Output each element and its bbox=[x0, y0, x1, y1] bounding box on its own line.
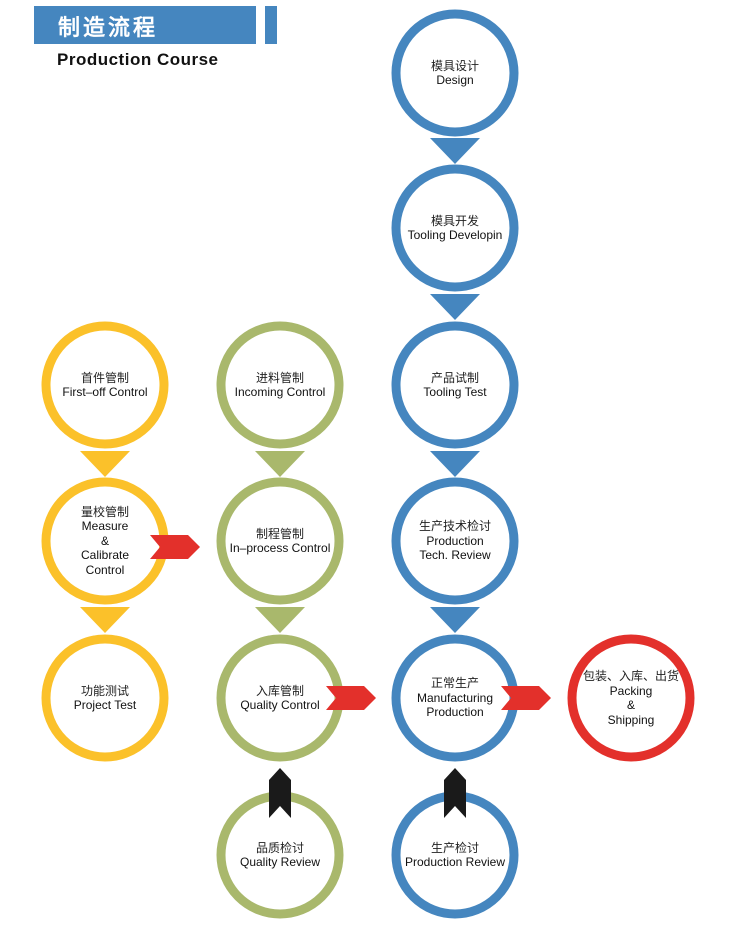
node-circle-production-tech-review bbox=[391, 477, 519, 605]
down-arrow-icon bbox=[430, 607, 480, 633]
node-label-en: Production bbox=[426, 533, 484, 548]
node-label-cn: 模具开发 bbox=[430, 213, 479, 228]
node-label-en: & bbox=[626, 698, 635, 712]
node-label-cn: 首件管制 bbox=[80, 370, 129, 385]
down-arrow-icon bbox=[430, 138, 480, 164]
node-circle-design bbox=[391, 9, 519, 137]
node-measure-calibrate: 量校管制 Measure & Calibrate Control bbox=[43, 505, 167, 578]
node-tooling-develop: 模具开发 Tooling Developin bbox=[393, 214, 517, 243]
node-label-cn: 包装、入库、出货 bbox=[582, 669, 679, 683]
right-arrow-icon bbox=[150, 535, 200, 559]
node-in-process-control: 制程管制 In–process Control bbox=[218, 527, 342, 556]
node-production-tech-review: 生产技术检讨 Production Tech. Review bbox=[393, 519, 517, 563]
node-label-en: Control bbox=[85, 562, 125, 577]
header-bar bbox=[34, 6, 256, 44]
node-circle-project-test bbox=[41, 634, 169, 762]
node-circle-in-process-control bbox=[216, 477, 344, 605]
node-label-cn: 生产检讨 bbox=[430, 840, 479, 855]
node-incoming-control: 进料管制 Incoming Control bbox=[218, 371, 342, 400]
node-quality-review: 品质检讨 Quality Review bbox=[218, 841, 342, 870]
node-manufacturing-production: 正常生产 Manufacturing Production bbox=[393, 676, 517, 720]
node-design: 模具设计 Design bbox=[393, 59, 517, 88]
node-label-en: Project Test bbox=[73, 698, 137, 712]
down-arrow-icon bbox=[80, 451, 130, 477]
right-arrow-icon bbox=[326, 686, 376, 710]
down-arrow-icon bbox=[255, 451, 305, 477]
title-en: Production Course bbox=[57, 50, 219, 69]
node-label-cn: 产品试制 bbox=[430, 370, 479, 385]
header-accent bbox=[265, 6, 277, 44]
node-label-en: Tooling Test bbox=[423, 385, 487, 399]
down-arrow-icon bbox=[80, 607, 130, 633]
node-label-cn: 量校管制 bbox=[80, 504, 129, 519]
node-circle-tooling-develop bbox=[391, 164, 519, 292]
node-label-cn: 功能测试 bbox=[80, 683, 129, 698]
title-cn: 制造流程 bbox=[58, 16, 159, 41]
node-label-cn: 入库管制 bbox=[255, 683, 304, 698]
node-label-en: In–process Control bbox=[229, 541, 331, 555]
node-label-en: Measure bbox=[81, 519, 129, 534]
node-label-en: Production Review bbox=[404, 855, 506, 869]
node-label-cn: 进料管制 bbox=[255, 370, 304, 385]
node-production-review: 生产检讨 Production Review bbox=[393, 841, 517, 870]
down-arrow-icon bbox=[430, 294, 480, 320]
right-arrow-icon bbox=[501, 686, 551, 710]
node-tooling-test: 产品试制 Tooling Test bbox=[393, 371, 517, 400]
node-first-off-control: 首件管制 First–off Control bbox=[43, 371, 167, 400]
node-label-en: Tech. Review bbox=[419, 548, 491, 563]
node-label-cn: 模具设计 bbox=[430, 58, 479, 73]
node-circle-tooling-test bbox=[391, 321, 519, 449]
node-project-test: 功能测试 Project Test bbox=[43, 684, 167, 713]
node-label-en: Packing bbox=[609, 683, 653, 698]
node-label-en: Design bbox=[436, 73, 474, 87]
up-arrow-icon bbox=[269, 768, 291, 818]
node-label-en: First–off Control bbox=[62, 385, 148, 399]
up-arrow-icon bbox=[444, 768, 466, 818]
node-label-en: Production bbox=[426, 705, 484, 720]
node-label-en: Manufacturing bbox=[416, 690, 494, 705]
node-label-en: Incoming Control bbox=[234, 385, 326, 399]
down-arrow-icon bbox=[255, 607, 305, 633]
node-circle-first-off-control bbox=[41, 321, 169, 449]
node-packing-shipping: 包装、入库、出货 Packing & Shipping bbox=[569, 669, 693, 727]
node-quality-control: 入库管制 Quality Control bbox=[218, 684, 342, 713]
node-label-en: Tooling Developin bbox=[407, 228, 503, 242]
node-label-cn: 制程管制 bbox=[255, 526, 304, 541]
node-circle-incoming-control bbox=[216, 321, 344, 449]
node-label-en: Calibrate bbox=[80, 548, 130, 563]
node-label-en: Quality Control bbox=[240, 698, 320, 712]
node-label-cn: 正常生产 bbox=[430, 676, 479, 691]
node-label-en: & bbox=[100, 533, 109, 548]
node-circle-packing-shipping bbox=[567, 634, 695, 762]
down-arrow-icon bbox=[430, 451, 480, 477]
node-label-cn: 品质检讨 bbox=[255, 840, 304, 855]
node-label-en: Shipping bbox=[607, 712, 655, 727]
node-label-cn: 生产技术检讨 bbox=[418, 519, 491, 534]
node-label-en: Quality Review bbox=[239, 855, 321, 869]
